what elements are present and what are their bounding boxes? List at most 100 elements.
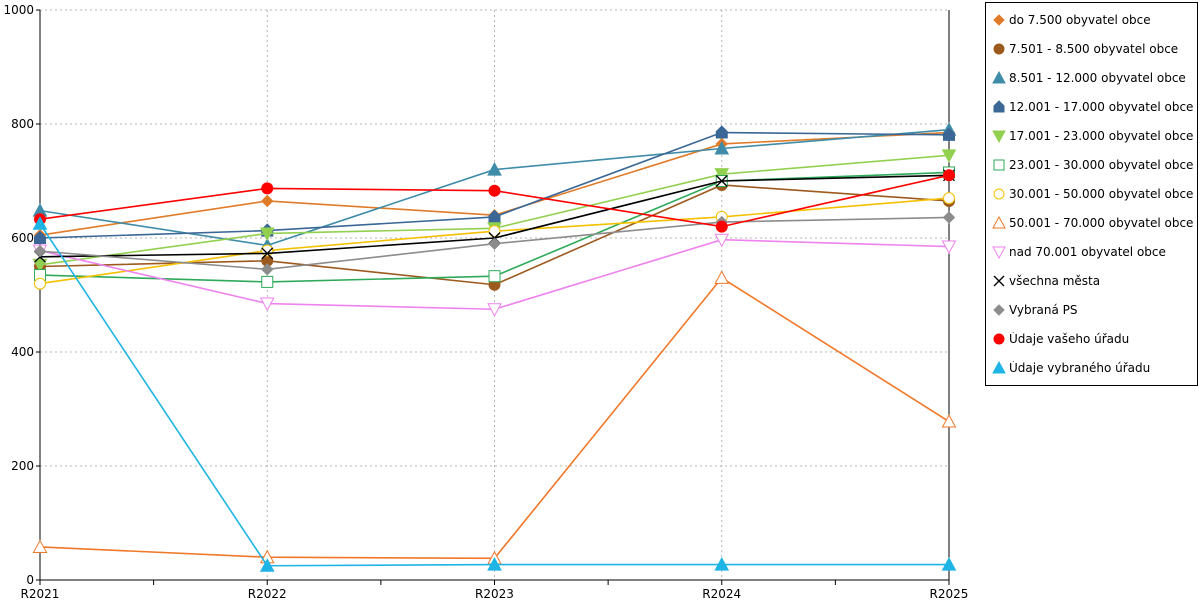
legend-item[interactable]: 8.501 - 12.000 obyvatel obce xyxy=(986,64,1197,92)
data-point xyxy=(488,184,501,197)
data-point xyxy=(488,270,501,283)
data-point xyxy=(488,225,501,238)
legend-label: Vybraná PS xyxy=(1009,303,1078,317)
legend-item[interactable]: 17.001 - 23.000 obyvatel obce xyxy=(986,122,1197,150)
y-tick-label: 800 xyxy=(11,117,34,131)
data-point xyxy=(32,539,48,553)
legend-label: všechna města xyxy=(1009,274,1101,288)
x-tick-label: R2022 xyxy=(248,587,287,600)
legend-item[interactable]: 50.001 - 70.000 obyvatel obce xyxy=(986,209,1197,237)
data-point xyxy=(32,258,48,273)
data-point xyxy=(941,149,957,163)
data-point xyxy=(992,130,1006,143)
series-10 xyxy=(33,211,956,276)
data-point xyxy=(32,216,48,230)
data-point xyxy=(993,43,1005,55)
legend-label: 8.501 - 12.000 obyvatel obce xyxy=(1009,71,1186,85)
legend-marker-icon xyxy=(993,43,1005,55)
data-point xyxy=(261,194,274,208)
legend-marker-icon xyxy=(993,100,1005,113)
data-point xyxy=(992,246,1006,259)
legend-marker-icon xyxy=(992,246,1006,259)
data-point xyxy=(942,211,956,224)
y-tick-label: 400 xyxy=(11,345,34,359)
data-point xyxy=(714,233,730,248)
x-tick-label: R2024 xyxy=(702,587,741,600)
data-point xyxy=(261,182,274,195)
series-12 xyxy=(32,216,957,572)
y-tick-label: 200 xyxy=(11,459,34,473)
legend-label: 12.001 - 17.000 obyvatel obce xyxy=(1009,100,1194,114)
data-point xyxy=(992,216,1006,229)
data-point xyxy=(34,277,46,290)
legend-marker-icon xyxy=(993,333,1005,345)
data-point xyxy=(714,557,730,571)
data-point xyxy=(941,413,957,428)
data-point xyxy=(488,209,501,223)
legend-item[interactable]: do 7.500 obyvatel obce xyxy=(986,6,1197,34)
data-point xyxy=(259,558,275,572)
legend-label: 7.501 - 8.500 obyvatel obce xyxy=(1009,42,1179,56)
data-point xyxy=(259,297,275,312)
data-point xyxy=(993,275,1005,287)
legend-marker-icon xyxy=(993,14,1005,26)
data-point xyxy=(259,227,275,241)
data-point xyxy=(714,140,730,155)
legend-label: Údaje vybraného úřadu xyxy=(1009,361,1151,375)
data-point xyxy=(715,220,728,233)
data-point xyxy=(943,127,955,141)
legend-item[interactable]: 12.001 - 17.000 obyvatel obce xyxy=(986,93,1197,121)
legend-marker-icon xyxy=(992,361,1006,374)
legend-item[interactable]: Údaje vašeho úřadu xyxy=(986,325,1197,353)
legend-label: 30.001 - 50.000 obyvatel obce xyxy=(1009,187,1194,201)
data-point xyxy=(33,244,47,258)
data-point xyxy=(715,125,728,139)
x-tick-label: R2023 xyxy=(475,587,514,600)
series-layer xyxy=(32,122,957,572)
legend-item[interactable]: Vybraná PS xyxy=(986,296,1197,324)
legend-item[interactable]: 30.001 - 50.000 obyvatel obce xyxy=(986,180,1197,208)
data-point xyxy=(993,333,1005,345)
data-point xyxy=(943,169,955,182)
data-point xyxy=(487,303,502,317)
data-point xyxy=(714,270,730,284)
y-tick-label: 600 xyxy=(11,231,34,245)
tick-labels: 0 200 400 600 800 1000 R2021 R2022 R2023 R2024 R20… xyxy=(3,3,968,600)
x-tick-label: R2021 xyxy=(21,587,60,600)
legend-marker-icon xyxy=(993,159,1005,171)
data-point xyxy=(993,159,1005,171)
legend-label: Údaje vašeho úřadu xyxy=(1009,332,1130,346)
gridlines xyxy=(40,9,949,580)
data-point xyxy=(993,14,1005,26)
data-point xyxy=(261,247,274,260)
legend-item[interactable]: 23.001 - 30.000 obyvatel obce xyxy=(986,151,1197,179)
legend-label: do 7.500 obyvatel obce xyxy=(1009,13,1151,27)
data-point xyxy=(261,263,274,276)
data-point xyxy=(261,244,274,257)
legend: do 7.500 obyvatel obce 7.501 - 8.500 obyv… xyxy=(985,2,1198,386)
data-point xyxy=(993,100,1005,113)
legend-item[interactable]: 7.501 - 8.500 obyvatel obce xyxy=(986,35,1197,63)
legend-marker-icon xyxy=(993,188,1005,200)
legend-marker-icon xyxy=(992,216,1006,229)
x-tick-label: R2025 xyxy=(930,587,969,600)
legend-item[interactable]: Údaje vybraného úřadu xyxy=(986,354,1197,382)
legend-item[interactable]: všechna města xyxy=(986,267,1197,295)
data-point xyxy=(993,304,1005,316)
legend-label: nad 70.001 obyvatel obce xyxy=(1009,245,1166,259)
legend-item[interactable]: nad 70.001 obyvatel obce xyxy=(986,238,1197,266)
legend-marker-icon xyxy=(993,275,1005,287)
data-point xyxy=(943,192,955,205)
line-chart: 0 200 400 600 800 1000 R2021 R2022 R2023 R2024 R20… xyxy=(3,3,968,600)
data-point xyxy=(715,175,728,187)
legend-marker-icon xyxy=(993,304,1005,316)
legend-marker-icon xyxy=(992,71,1006,84)
data-point xyxy=(992,361,1006,374)
data-point xyxy=(993,188,1005,200)
data-point xyxy=(488,237,501,250)
legend-label: 50.001 - 70.000 obyvatel obce xyxy=(1009,216,1194,230)
data-point xyxy=(34,230,46,244)
data-point xyxy=(714,168,730,182)
legend-label: 17.001 - 23.000 obyvatel obce xyxy=(1009,129,1194,143)
data-point xyxy=(941,557,957,571)
